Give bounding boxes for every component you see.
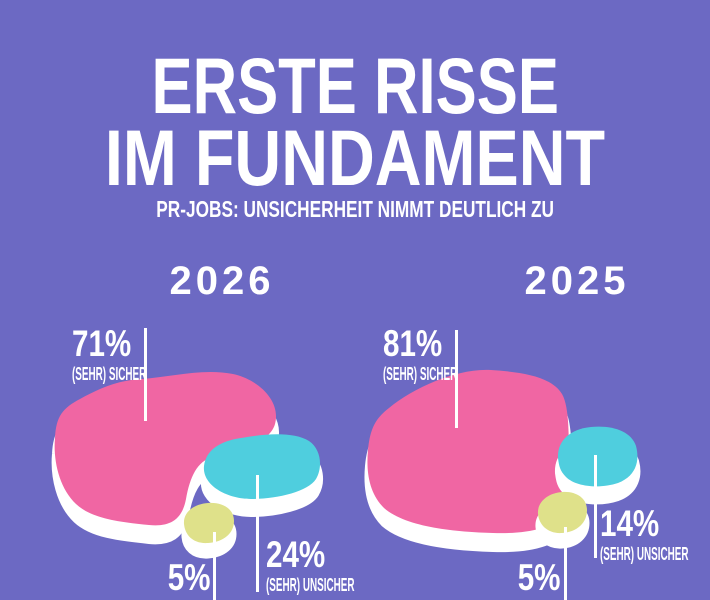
stat-2025-neutral-value: 5% xyxy=(517,557,560,598)
stat-2025-unsicher: 14% (SEHR) UNSICHER xyxy=(600,505,710,563)
neutral-blob-2025 xyxy=(538,491,587,546)
leader-line-2026-sicher xyxy=(144,328,147,421)
stat-2026-unsicher-label: (SEHR) UNSICHER xyxy=(266,575,355,595)
stat-2026-sicher-value: 71% xyxy=(72,323,132,364)
leader-line-2026-neutral xyxy=(213,532,216,600)
stat-2025-neutral: 5% xyxy=(490,559,560,596)
unsicher-blob-2025-top xyxy=(557,426,638,487)
stat-2025-sicher-value: 81% xyxy=(383,323,443,364)
page-title-line1: ERSTE RISSE xyxy=(151,41,559,130)
stat-2026-unsicher-value: 24% xyxy=(266,534,326,575)
stat-2025-unsicher-label: (SEHR) UNSICHER xyxy=(600,544,689,564)
stat-2026-sicher-label: (SEHR) SICHER xyxy=(72,364,147,384)
leader-line-2025-neutral xyxy=(564,527,567,600)
neutral-blob-2026 xyxy=(184,502,234,556)
stat-2026-neutral-value: 5% xyxy=(167,557,210,598)
page-subtitle: PR-JOBS: UNSICHERHEIT NIMMT DEUTLICH ZU xyxy=(156,196,554,222)
stat-2025-sicher: 81% (SEHR) SICHER xyxy=(383,325,518,383)
chart-title-2026: 2026 xyxy=(169,259,275,303)
page-title: ERSTE RISSE IM FUNDAMENT xyxy=(0,41,710,202)
unsicher-blob-2026 xyxy=(204,434,320,514)
leader-line-2025-unsicher xyxy=(594,455,597,558)
stat-2026-unsicher: 24% (SEHR) UNSICHER xyxy=(266,536,427,594)
stat-2025-sicher-label: (SEHR) SICHER xyxy=(383,364,458,384)
stat-2025-unsicher-value: 14% xyxy=(600,503,660,544)
page-title-line2: IM FUNDAMENT xyxy=(104,113,606,202)
chart-title-2025: 2025 xyxy=(524,259,630,303)
stat-2026-neutral: 5% xyxy=(140,559,210,596)
leader-line-2026-unsicher xyxy=(256,475,259,592)
unsicher-blob-2026-top xyxy=(203,434,321,499)
stat-2026-sicher: 71% (SEHR) SICHER xyxy=(72,325,207,383)
leader-line-2025-sicher xyxy=(455,330,458,428)
unsicher-blob-2025 xyxy=(557,426,638,502)
